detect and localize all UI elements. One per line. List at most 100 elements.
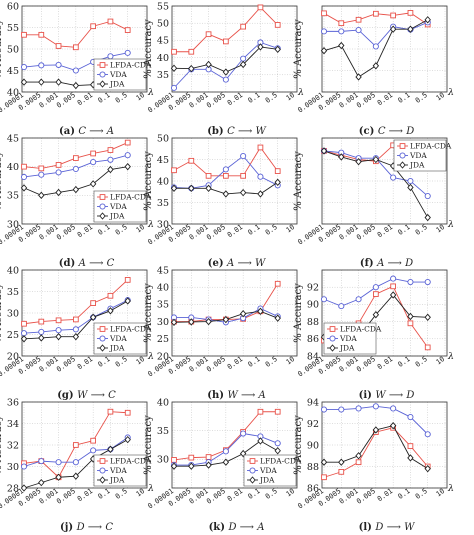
y-tick-label: 86 [307, 334, 319, 345]
y-tick-label: 40 [157, 283, 169, 294]
y-tick-label: 90 [307, 440, 319, 451]
data-point-vda [407, 278, 414, 286]
data-point-lfda-cda [73, 442, 79, 448]
y-tick-label: 35 [157, 70, 169, 81]
data-point-lfda-cda [73, 44, 79, 51]
legend-label: LFDA-CDA [260, 457, 302, 466]
legend-marker [399, 161, 406, 169]
data-point-lfda-cda [338, 469, 345, 475]
data-point-lfda-cda [73, 316, 79, 323]
data-point-vda [390, 275, 397, 282]
x-tick-label: 0.1 [397, 355, 412, 369]
data-point-lfda-cda [338, 20, 345, 27]
data-point-vda [320, 406, 328, 413]
x-tick-label: 0.001 [38, 223, 60, 242]
data-point-lfda-cda [171, 457, 177, 463]
y-axis-label: % Accuracy [143, 151, 154, 211]
data-point-jda [205, 184, 212, 192]
y-tick-label: 45 [157, 265, 169, 276]
data-point-jda [372, 311, 380, 319]
data-point-vda [424, 431, 431, 438]
data-point-vda [38, 62, 45, 69]
data-point-vda [222, 448, 229, 455]
x-tick-label: 10 [435, 91, 447, 102]
data-point-vda [55, 169, 62, 176]
data-point-lfda-cda [355, 16, 362, 23]
data-point-jda [55, 78, 62, 86]
legend-marker [329, 344, 336, 352]
x-tick-label: 10 [135, 355, 147, 366]
legend-marker [99, 203, 106, 210]
data-point-vda [107, 53, 114, 60]
data-point-jda [407, 183, 414, 192]
y-tick-label: 50 [157, 19, 169, 30]
data-point-jda [355, 157, 362, 166]
data-point-jda [222, 190, 230, 198]
data-point-jda [72, 185, 80, 194]
data-point-lfda-cda [171, 167, 177, 174]
data-point-lfda-cda [73, 155, 79, 161]
x-tick-label: 0.01 [376, 355, 394, 371]
data-point-vda [72, 459, 79, 466]
data-point-vda [38, 171, 45, 178]
y-tick-label: 92 [307, 419, 319, 430]
subplot-caption: (f) A ⟶ D [360, 258, 413, 269]
data-point-lfda-cda [124, 27, 131, 33]
data-point-jda [55, 473, 62, 481]
data-point-jda [72, 81, 80, 90]
legend-marker [249, 476, 256, 484]
y-tick-label: 55 [7, 23, 19, 34]
subplot-caption: (g) W ⟶ C [57, 390, 116, 401]
plot-frame [21, 269, 148, 357]
data-point-vda [372, 284, 379, 291]
subplot-caption: (c) C ⟶ D [359, 126, 414, 137]
y-tick-label: 25 [157, 334, 169, 345]
data-point-vda [372, 403, 379, 410]
data-point-jda [222, 68, 230, 76]
data-point-lfda-cda [38, 31, 45, 38]
data-point-lfda-cda [205, 454, 212, 460]
data-point-vda [124, 152, 131, 159]
data-point-jda [372, 155, 380, 164]
data-point-lfda-cda [107, 408, 114, 415]
x-tick-label: 0.5 [264, 487, 279, 501]
data-point-lfda-cda [38, 318, 45, 325]
legend-marker [329, 326, 336, 332]
plot-frame [171, 401, 298, 489]
subplot-caption: (k) D ⟶ A [209, 522, 265, 533]
data-point-vda [338, 28, 345, 35]
x-tick-label: 0.001 [188, 91, 210, 110]
x-tick-label: 0.5 [414, 355, 429, 369]
data-point-lfda-cda [188, 48, 195, 55]
data-point-jda [124, 297, 131, 305]
y-tick-label: 55 [157, 1, 169, 12]
legend-marker [399, 152, 406, 159]
data-point-lfda-cda [55, 43, 62, 49]
y-tick-label: 40 [157, 53, 169, 64]
x-tick-label: 0.5 [114, 91, 129, 105]
legend-label: JDA [339, 344, 355, 353]
data-point-jda [424, 313, 431, 321]
data-point-jda [424, 16, 431, 24]
x-tick-label: 0.005 [355, 223, 377, 242]
plot-frame [321, 269, 448, 357]
x-tick-label: 0.1 [397, 91, 412, 105]
y-tick-label: 32 [7, 440, 19, 451]
data-point-vda [124, 49, 131, 56]
lambda-symbol: λ [147, 483, 154, 494]
subplot-caption: (d) A ⟶ C [59, 258, 115, 269]
x-tick-label: 10 [135, 487, 147, 498]
x-tick-label: 0.5 [264, 91, 279, 105]
data-point-lfda-cda [274, 408, 281, 415]
data-point-jda [107, 307, 114, 315]
data-point-lfda-cda [90, 23, 96, 30]
y-axis-label: % Accuracy [293, 415, 304, 475]
data-point-jda [89, 180, 97, 188]
plot-frame [21, 401, 148, 489]
